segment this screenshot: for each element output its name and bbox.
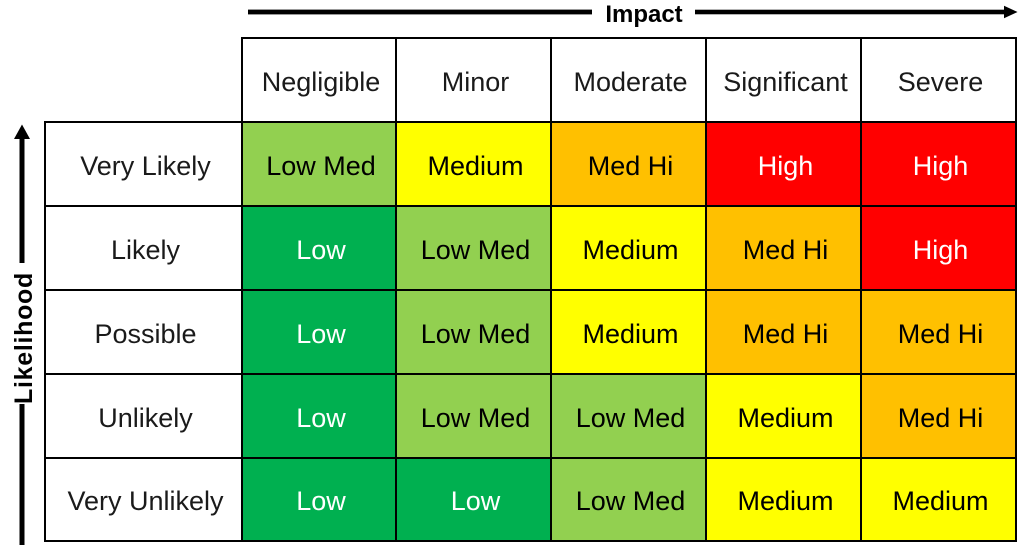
svg-text:High: High bbox=[913, 151, 969, 181]
svg-text:Negligible: Negligible bbox=[262, 67, 381, 97]
svg-text:High: High bbox=[758, 151, 814, 181]
svg-text:Low Med: Low Med bbox=[576, 403, 686, 433]
svg-text:Medium: Medium bbox=[582, 235, 678, 265]
svg-text:Likelihood: Likelihood bbox=[10, 272, 38, 404]
svg-text:Medium: Medium bbox=[892, 486, 988, 516]
svg-text:Very Likely: Very Likely bbox=[80, 151, 211, 181]
svg-text:Medium: Medium bbox=[737, 403, 833, 433]
svg-text:Low Med: Low Med bbox=[266, 151, 376, 181]
svg-text:Impact: Impact bbox=[605, 1, 682, 28]
svg-text:Low: Low bbox=[296, 486, 346, 516]
svg-text:Likely: Likely bbox=[111, 235, 181, 265]
svg-text:Severe: Severe bbox=[898, 67, 984, 97]
svg-text:Possible: Possible bbox=[94, 319, 196, 349]
svg-text:Low Med: Low Med bbox=[421, 319, 531, 349]
svg-text:Low Med: Low Med bbox=[576, 486, 686, 516]
svg-text:Low: Low bbox=[296, 403, 346, 433]
svg-text:Low Med: Low Med bbox=[421, 235, 531, 265]
svg-text:Very Unlikely: Very Unlikely bbox=[67, 486, 224, 516]
svg-text:Low: Low bbox=[451, 486, 501, 516]
svg-text:Low: Low bbox=[296, 319, 346, 349]
svg-text:High: High bbox=[913, 235, 969, 265]
svg-text:Med Hi: Med Hi bbox=[743, 235, 829, 265]
svg-text:Low Med: Low Med bbox=[421, 403, 531, 433]
svg-text:Med Hi: Med Hi bbox=[898, 403, 984, 433]
svg-text:Significant: Significant bbox=[723, 67, 848, 97]
svg-text:Minor: Minor bbox=[442, 67, 510, 97]
svg-text:Moderate: Moderate bbox=[573, 67, 687, 97]
svg-text:Low: Low bbox=[296, 235, 346, 265]
svg-text:Medium: Medium bbox=[737, 486, 833, 516]
svg-text:Medium: Medium bbox=[427, 151, 523, 181]
svg-text:Med Hi: Med Hi bbox=[588, 151, 674, 181]
svg-text:Medium: Medium bbox=[582, 319, 678, 349]
svg-text:Med Hi: Med Hi bbox=[743, 319, 829, 349]
svg-text:Med Hi: Med Hi bbox=[898, 319, 984, 349]
svg-text:Unlikely: Unlikely bbox=[98, 403, 193, 433]
